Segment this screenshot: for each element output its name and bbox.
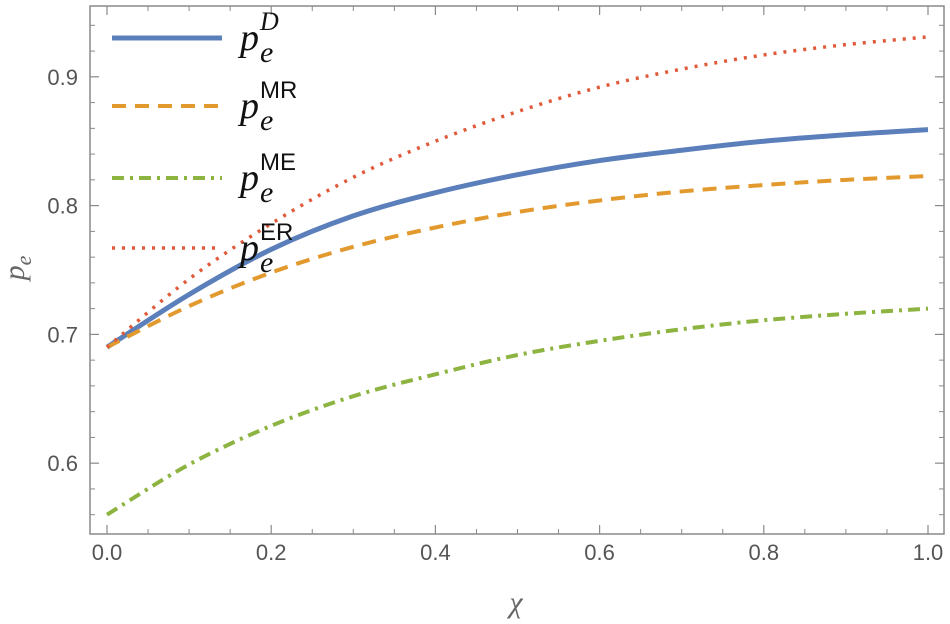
- y-axis-label: pe: [0, 255, 36, 282]
- series-line-er: [105, 35, 929, 349]
- x-axis-label: χ: [506, 586, 523, 619]
- y-tick-label: 0.6: [47, 451, 78, 476]
- y-axis-label-base: p: [0, 265, 31, 282]
- legend-label-sub: e: [260, 104, 273, 137]
- series-line-mr: [106, 173, 929, 350]
- legend-label-base: p: [237, 157, 259, 199]
- x-tick-label: 0.4: [420, 540, 451, 565]
- series-line-d: [105, 127, 929, 350]
- legend-label-sub: e: [260, 246, 273, 279]
- series-line-me: [105, 306, 929, 517]
- x-tick-label: 1.0: [913, 540, 944, 565]
- y-axis-label-sub: e: [11, 255, 36, 265]
- y-tick-label: 0.7: [47, 322, 78, 347]
- legend-label-base: p: [237, 227, 259, 269]
- legend-label-base: p: [237, 17, 259, 59]
- x-tick-label: 0.8: [749, 540, 780, 565]
- legend-label-sub: e: [260, 36, 273, 69]
- y-tick-label: 0.9: [47, 65, 78, 90]
- legend-label-sup: ER: [260, 219, 293, 246]
- legend-label-base: p: [237, 85, 259, 127]
- x-tick-label: 0.0: [92, 540, 123, 565]
- series-lines: [105, 35, 929, 517]
- legend-label-sup: ME: [260, 149, 296, 176]
- legend-label-sup: MR: [260, 77, 297, 104]
- y-tick-label: 0.8: [47, 194, 78, 219]
- x-tick-label: 0.2: [256, 540, 287, 565]
- legend-label-sub: e: [260, 176, 273, 209]
- x-axis-ticks: 0.0 0.2 0.4 0.6 0.8 1.0: [92, 6, 944, 565]
- legend-label-sup: D: [259, 7, 279, 36]
- plot-frame: [89, 5, 945, 535]
- y-axis-ticks: 0.6 0.7 0.8 0.9: [47, 24, 944, 516]
- svg-text:pe: pe: [0, 255, 36, 282]
- x-tick-label: 0.6: [584, 540, 615, 565]
